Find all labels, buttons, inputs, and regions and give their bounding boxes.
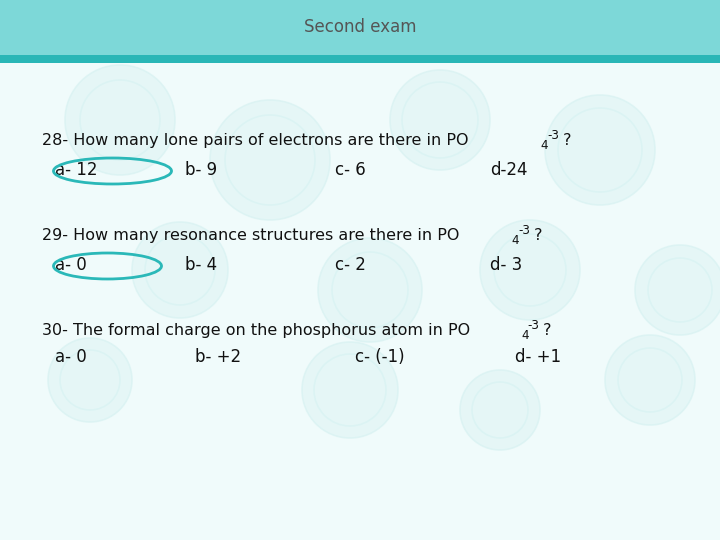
Text: a- 0: a- 0: [55, 348, 86, 366]
Circle shape: [132, 222, 228, 318]
Text: -3: -3: [547, 129, 559, 141]
Text: c- 2: c- 2: [335, 256, 366, 274]
Text: a- 12: a- 12: [55, 161, 97, 179]
Circle shape: [480, 220, 580, 320]
FancyBboxPatch shape: [0, 0, 720, 55]
Circle shape: [605, 335, 695, 425]
Text: c- (-1): c- (-1): [355, 348, 405, 366]
Text: d- 3: d- 3: [490, 256, 522, 274]
Circle shape: [545, 95, 655, 205]
Text: b- +2: b- +2: [195, 348, 241, 366]
Text: b- 4: b- 4: [185, 256, 217, 274]
Circle shape: [390, 70, 490, 170]
Text: 4: 4: [540, 139, 548, 152]
Text: ?: ?: [557, 133, 571, 148]
Text: 4: 4: [521, 329, 528, 342]
Text: 28- How many lone pairs of electrons are there in PO: 28- How many lone pairs of electrons are…: [42, 133, 469, 148]
Circle shape: [318, 238, 422, 342]
Circle shape: [65, 65, 175, 175]
Circle shape: [635, 245, 720, 335]
Circle shape: [302, 342, 398, 438]
Text: -3: -3: [528, 319, 540, 332]
Text: d- +1: d- +1: [515, 348, 561, 366]
Text: 29- How many resonance structures are there in PO: 29- How many resonance structures are th…: [42, 228, 459, 243]
Text: ?: ?: [528, 228, 542, 243]
Text: c- 6: c- 6: [335, 161, 366, 179]
Circle shape: [210, 100, 330, 220]
Circle shape: [460, 370, 540, 450]
Circle shape: [48, 338, 132, 422]
Text: 4: 4: [512, 234, 519, 247]
Text: Second exam: Second exam: [304, 18, 416, 37]
Text: d-24: d-24: [490, 161, 528, 179]
FancyBboxPatch shape: [0, 55, 720, 63]
Text: b- 9: b- 9: [185, 161, 217, 179]
Text: ?: ?: [539, 323, 552, 338]
Text: a- 0: a- 0: [55, 256, 86, 274]
Text: -3: -3: [518, 224, 531, 237]
Text: 30- The formal charge on the phosphorus atom in PO: 30- The formal charge on the phosphorus …: [42, 323, 470, 338]
